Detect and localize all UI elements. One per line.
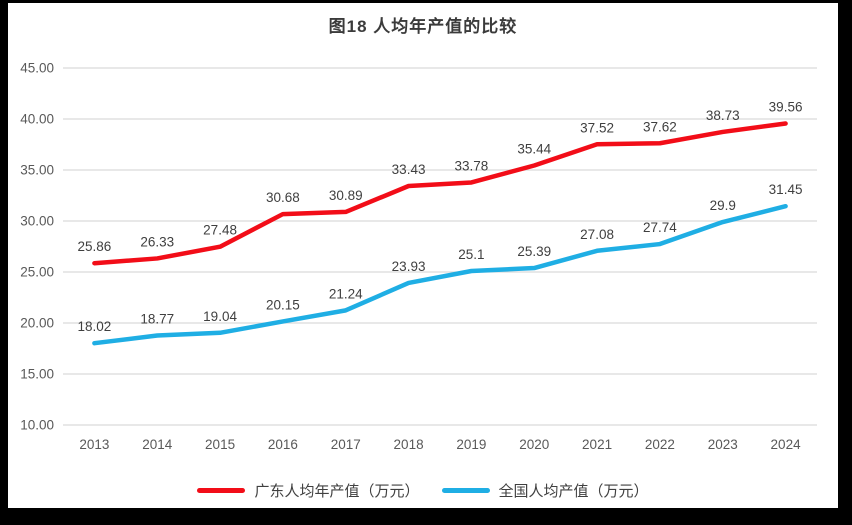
data-label: 27.08: [580, 227, 614, 242]
x-tick-label: 2014: [142, 437, 173, 452]
x-tick-label: 2015: [205, 437, 235, 452]
x-tick-label: 2022: [645, 437, 675, 452]
data-label: 37.62: [643, 119, 677, 134]
x-tick-label: 2018: [394, 437, 424, 452]
data-label: 18.77: [140, 312, 174, 327]
y-tick-label: 10.00: [20, 418, 54, 433]
data-label: 27.48: [203, 223, 237, 238]
y-tick-label: 45.00: [20, 61, 54, 76]
data-label: 25.39: [517, 244, 551, 259]
x-tick-label: 2017: [331, 437, 361, 452]
data-label: 33.43: [392, 162, 426, 177]
data-label: 25.1: [458, 247, 484, 262]
plot-area: 10.00 15.00 20.00 25.00 30.00 35.00 40.00 45.00…: [20, 61, 817, 452]
series-line-0: [92, 121, 788, 266]
y-tick-label: 35.00: [20, 163, 54, 178]
x-tick-label: 2019: [456, 437, 486, 452]
legend-item-guangdong: 广东人均年产值（万元）: [197, 480, 420, 501]
y-tick-label: 40.00: [20, 112, 54, 127]
legend-label-guangdong: 广东人均年产值（万元）: [254, 483, 420, 500]
data-label: 20.15: [266, 297, 300, 312]
data-label: 35.44: [517, 142, 551, 157]
y-tick-label: 25.00: [20, 265, 54, 280]
chart-title: 图18 人均年产值的比较: [328, 17, 518, 36]
legend-label-national: 全国人均产值（万元）: [498, 483, 649, 500]
data-label: 38.73: [706, 108, 740, 123]
data-label: 30.68: [266, 190, 300, 205]
y-tick-label: 30.00: [20, 214, 54, 229]
data-label: 23.93: [392, 259, 426, 274]
x-tick-label: 2021: [582, 437, 612, 452]
legend-item-national: 全国人均产值（万元）: [441, 480, 649, 501]
legend: 广东人均年产值（万元） 全国人均产值（万元）: [8, 480, 838, 501]
data-label: 25.86: [78, 239, 112, 254]
data-label: 26.33: [140, 234, 174, 249]
x-tick-label: 2020: [519, 437, 549, 452]
x-tick-label: 2024: [771, 437, 802, 452]
legend-swatch-red-line-icon: [197, 488, 246, 493]
chart-canvas: 图18 人均年产值的比较 10.00 15.00 20.00 25.00 30.00 35…: [8, 3, 838, 508]
legend-swatch-blue-line-icon: [441, 488, 490, 493]
data-label: 21.24: [329, 286, 363, 301]
x-tick-label: 2013: [79, 437, 109, 452]
series-line-1: [92, 203, 788, 346]
x-tick-label: 2023: [708, 437, 738, 452]
data-label: 18.02: [78, 319, 112, 334]
data-label: 27.74: [643, 220, 677, 235]
y-tick-label: 15.00: [20, 367, 54, 382]
y-tick-label: 20.00: [20, 316, 54, 331]
data-label: 29.9: [710, 198, 736, 213]
x-tick-label: 2016: [268, 437, 298, 452]
data-label: 39.56: [769, 99, 803, 114]
data-label: 19.04: [203, 309, 237, 324]
data-label: 31.45: [769, 182, 803, 197]
data-label: 33.78: [455, 158, 489, 173]
data-label: 37.52: [580, 120, 614, 135]
data-label: 30.89: [329, 188, 363, 203]
